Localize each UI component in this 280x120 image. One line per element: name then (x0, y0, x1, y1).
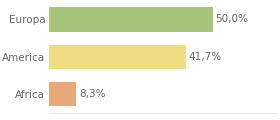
Bar (49, 82, 76, 106)
Text: 41,7%: 41,7% (188, 52, 221, 62)
Text: 50,0%: 50,0% (215, 15, 248, 24)
Text: 8,3%: 8,3% (79, 89, 106, 99)
Bar (49, 45, 186, 69)
Bar (49, 7, 213, 32)
